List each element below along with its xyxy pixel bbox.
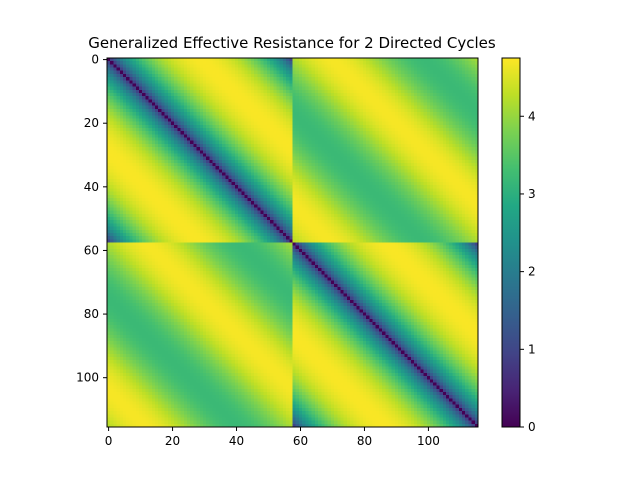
y-tick-label: 20	[84, 116, 99, 130]
chart-title: Generalized Effective Resistance for 2 D…	[88, 34, 496, 52]
y-tick-label: 100	[76, 371, 99, 385]
colorbar-tick-label: 1	[528, 342, 536, 356]
y-tick-label: 80	[84, 307, 99, 321]
colorbar-tick-label: 3	[528, 187, 536, 201]
x-tick-label: 80	[357, 434, 372, 448]
y-tick-label: 40	[84, 180, 99, 194]
heatmap-image	[107, 58, 478, 427]
y-axis: 0 20 40 60 80 100	[76, 53, 107, 385]
colorbar	[501, 57, 521, 428]
x-tick-label: 0	[105, 434, 113, 448]
y-tick-label: 60	[84, 243, 99, 257]
colorbar-tick-label: 0	[528, 420, 536, 434]
x-tick-label: 100	[417, 434, 440, 448]
colorbar-tick-label: 2	[528, 265, 536, 279]
y-tick-label: 0	[91, 53, 99, 67]
plot-frame	[106, 57, 479, 428]
x-axis: 0 20 40 60 80 100	[105, 427, 440, 448]
colorbar-tick-label: 4	[528, 109, 536, 123]
x-tick-label: 40	[229, 434, 244, 448]
x-tick-label: 60	[293, 434, 308, 448]
colorbar-axis: 0 1 2 3 4	[520, 109, 536, 434]
x-tick-label: 20	[165, 434, 180, 448]
